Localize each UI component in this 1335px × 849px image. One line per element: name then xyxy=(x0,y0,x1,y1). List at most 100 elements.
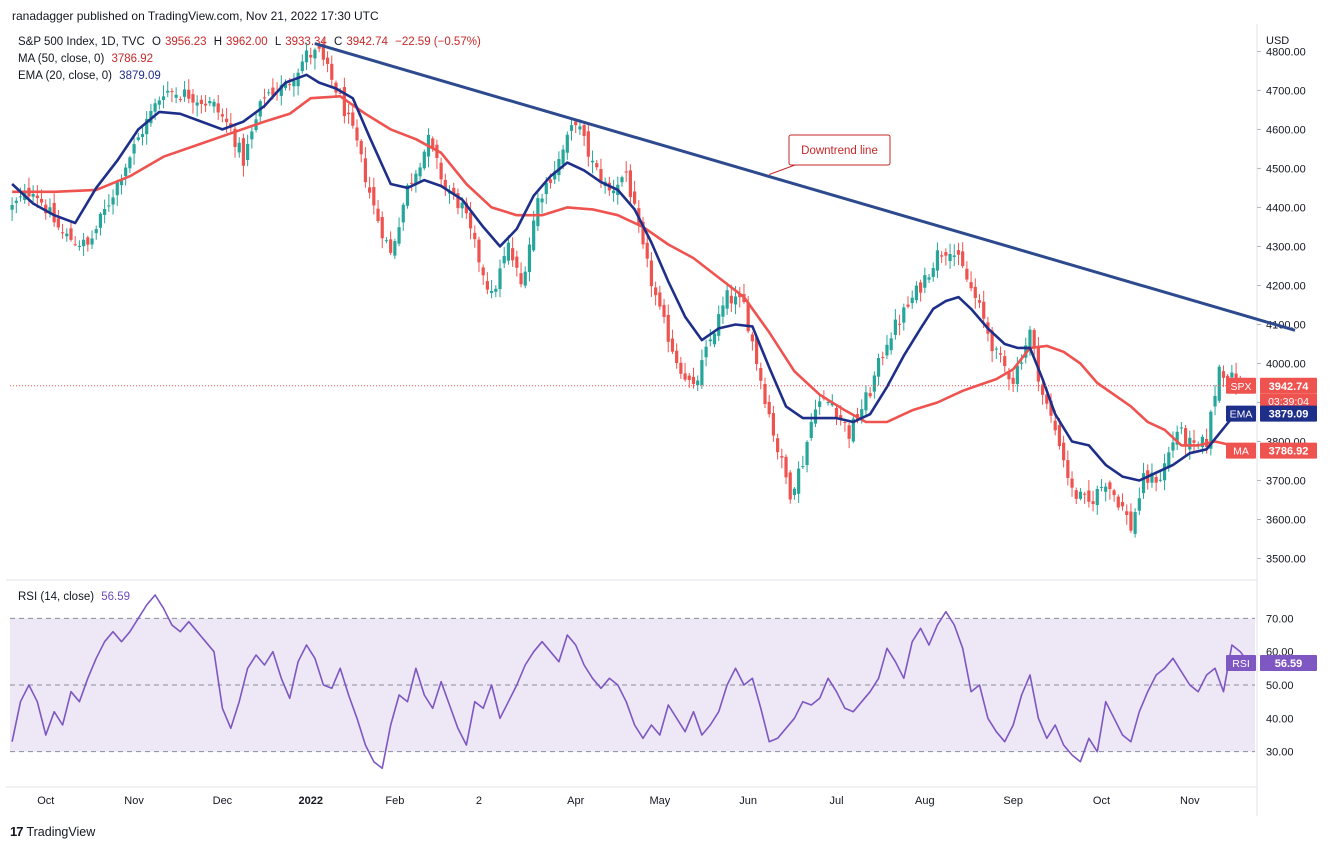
rsi-tick-label: 40.00 xyxy=(1266,713,1294,725)
time-tick-label: Dec xyxy=(213,795,233,807)
candle-body xyxy=(1141,473,1146,494)
price-tick-label: 4100.00 xyxy=(1266,319,1306,331)
ma-legend[interactable]: MA (50, close, 0) 3786.92 xyxy=(18,53,153,65)
candle-body xyxy=(397,227,401,244)
candle-body xyxy=(818,401,822,407)
candle-body xyxy=(965,268,969,280)
low-label: L xyxy=(274,36,282,48)
candle-body xyxy=(439,162,443,180)
price-tick-label: 4300.00 xyxy=(1266,241,1306,253)
rsi-tag-label: RSI xyxy=(1232,658,1250,670)
candle-body xyxy=(952,255,956,257)
price-tick-label: 4500.00 xyxy=(1266,163,1306,175)
candle-body xyxy=(658,292,662,307)
candle-body xyxy=(994,348,998,350)
candle-body xyxy=(132,144,136,154)
candle-body xyxy=(548,179,553,183)
time-tick-label: May xyxy=(649,795,670,807)
rsi-line xyxy=(11,594,1250,770)
candle-body xyxy=(477,239,481,263)
candle-body xyxy=(481,267,485,276)
candle-body xyxy=(1036,347,1040,382)
candle-body xyxy=(973,286,977,299)
candle-body xyxy=(296,72,300,87)
candle-body xyxy=(31,193,35,197)
candle-body xyxy=(729,295,733,304)
price-tick-label: 4700.00 xyxy=(1266,85,1306,97)
candle-body xyxy=(98,213,103,228)
ema-tag-value-bg xyxy=(1260,405,1317,422)
ma-tag[interactable]: MA 3786.92 xyxy=(1226,442,1317,459)
candle-body xyxy=(279,84,283,96)
spx-price-tag-label-bg xyxy=(1226,377,1256,394)
candle-body xyxy=(401,204,405,223)
candle-body xyxy=(1091,501,1095,505)
candle-body xyxy=(39,198,44,203)
candle-body xyxy=(876,357,881,377)
time-tick-label: Nov xyxy=(124,795,144,807)
candle-body xyxy=(1184,428,1188,445)
candle-body xyxy=(780,456,784,458)
time-tick-label: Jun xyxy=(739,795,757,807)
candle-body xyxy=(675,350,679,364)
ema-tag-label-bg xyxy=(1226,405,1256,422)
candle-body xyxy=(935,250,940,271)
candle-body xyxy=(746,302,750,332)
candle-body xyxy=(927,277,931,280)
tradingview-footer[interactable]: 17 TradingView xyxy=(10,824,95,839)
candle-body xyxy=(77,245,81,248)
candle-body xyxy=(843,422,847,424)
ema-tag[interactable]: EMA 3879.09 xyxy=(1226,405,1317,422)
price-tick-label: 4400.00 xyxy=(1266,202,1306,214)
candle-body xyxy=(889,338,893,351)
candle-body xyxy=(283,82,288,89)
candle-body xyxy=(708,339,712,342)
candle-body xyxy=(582,125,586,137)
price-tick-label: 3500.00 xyxy=(1266,553,1306,565)
candle-body xyxy=(346,112,351,115)
candle-body xyxy=(851,418,855,442)
change-value: −22.59 (−0.57%) xyxy=(395,36,481,48)
candle-body xyxy=(115,182,119,196)
candle-body xyxy=(809,421,813,438)
rsi-tag[interactable]: RSI 56.59 xyxy=(1226,655,1317,672)
candle-body xyxy=(166,90,170,93)
tradingview-logo-icon: 17 xyxy=(10,824,24,839)
symbol-name[interactable]: S&P 500 Index, 1D, TVC xyxy=(18,36,145,48)
publisher-line: ranadagger published on TradingView.com,… xyxy=(12,9,379,23)
candle-body xyxy=(1112,490,1116,496)
candle-body xyxy=(624,171,628,173)
candle-body xyxy=(216,103,220,113)
candle-body xyxy=(178,99,182,101)
candle-body xyxy=(1057,425,1062,447)
ema-legend[interactable]: EMA (20, close, 0) 3879.09 xyxy=(18,70,161,82)
candle-body xyxy=(599,169,603,183)
spx-price-tag[interactable]: SPX 3942.74 03:39:04 xyxy=(1226,377,1317,408)
candle-body xyxy=(338,92,342,94)
candle-body xyxy=(389,239,393,253)
candle-body xyxy=(368,187,372,193)
candle-body xyxy=(784,456,788,478)
candle-body xyxy=(1179,427,1183,429)
candle-body xyxy=(212,101,216,107)
ema-tag-label: EMA xyxy=(1230,409,1253,421)
candle-body xyxy=(969,282,973,289)
candle-body xyxy=(1049,400,1053,416)
candle-body xyxy=(208,101,212,104)
rsi-legend[interactable]: RSI (14, close) 56.59 xyxy=(18,591,130,603)
candle-body xyxy=(1125,511,1129,515)
countdown-value: 03:39:04 xyxy=(1268,396,1309,408)
candle-body xyxy=(712,333,717,345)
candle-body xyxy=(250,131,254,140)
candle-body xyxy=(60,232,65,234)
candle-body xyxy=(494,288,498,292)
candle-body xyxy=(1045,394,1049,404)
candle-body xyxy=(1078,491,1083,499)
candle-body xyxy=(687,375,691,380)
high-value: 3962.00 xyxy=(226,36,268,48)
candle-body xyxy=(830,402,834,406)
candle-body xyxy=(1007,371,1011,380)
candle-body xyxy=(506,242,511,261)
time-tick-label: Sep xyxy=(1003,795,1023,807)
